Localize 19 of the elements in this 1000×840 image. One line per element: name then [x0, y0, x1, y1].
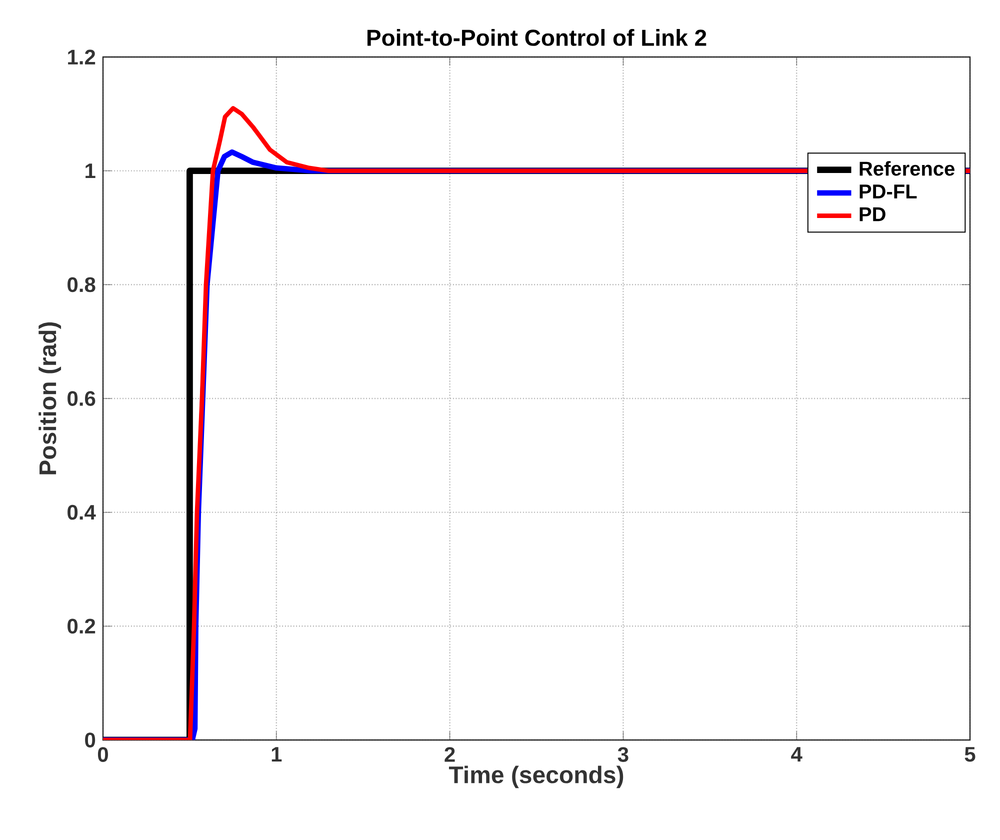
x-tick-label: 2: [444, 747, 455, 762]
y-tick-label: 0: [85, 732, 96, 748]
x-tick-label: 5: [964, 747, 976, 762]
y-tick-label: 0.2: [68, 618, 96, 634]
x-tick-label: 3: [618, 747, 628, 762]
y-tick-label: 0.4: [68, 504, 96, 520]
y-tick-label: 0.8: [68, 277, 96, 292]
legend-label: PD-FL: [860, 184, 917, 198]
y-tick-label: 1.2: [68, 50, 96, 64]
legend-label: PD: [860, 207, 886, 222]
x-axis-title: Time (seconds): [448, 766, 624, 788]
y-tick-label: 0.6: [68, 391, 96, 406]
x-tick-label: 0: [98, 747, 108, 762]
legend-label: Reference: [860, 161, 954, 176]
y-tick-label: 1: [86, 164, 96, 178]
x-tick-label: 4: [791, 747, 802, 762]
chart-title: Point-to-Point Control of Link 2: [367, 29, 706, 46]
y-axis-title: Position (rad): [38, 322, 62, 474]
x-tick-label: 1: [272, 747, 282, 762]
